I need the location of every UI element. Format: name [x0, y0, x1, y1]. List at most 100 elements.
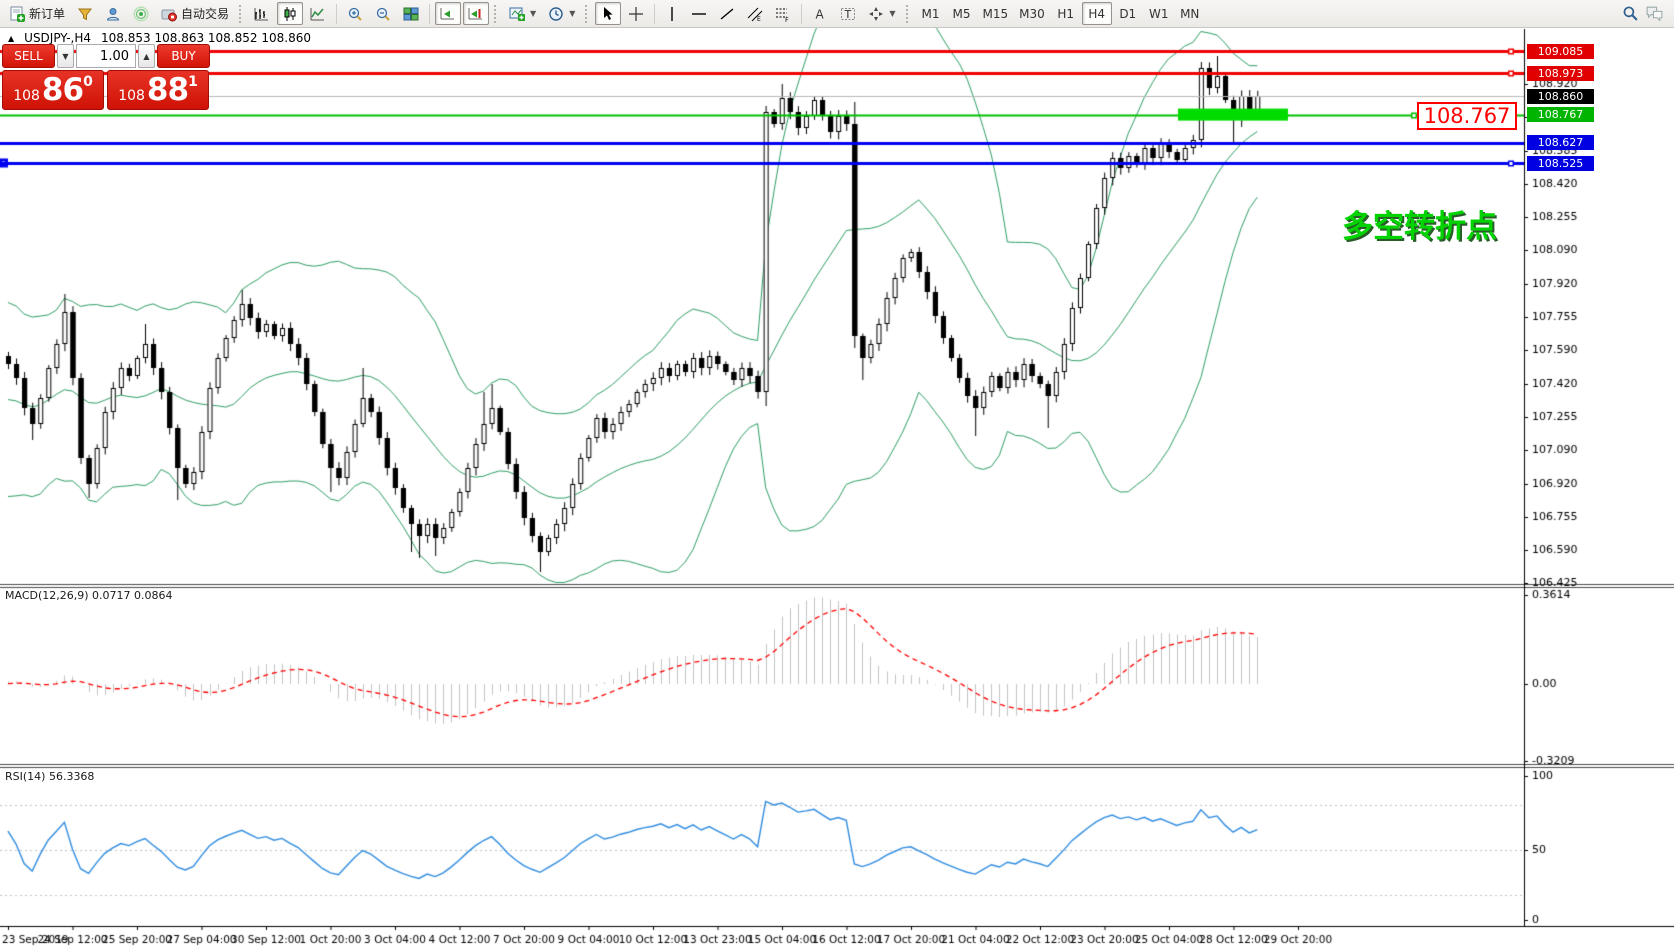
signal-button[interactable]	[128, 2, 154, 25]
channel-button[interactable]: E	[742, 2, 768, 25]
chevron-down-icon: ▼	[569, 9, 576, 18]
buy-price-prefix: 108	[118, 88, 145, 104]
price-badge-108.627: 108.627	[1527, 135, 1594, 151]
tile-windows-button[interactable]	[398, 2, 424, 25]
timeframe-button-h1[interactable]: H1	[1057, 6, 1075, 21]
volume-increase-button[interactable]: ▲	[138, 44, 155, 68]
ohlc-quotes-label: 108.853 108.863 108.852 108.860	[101, 31, 311, 45]
price-badge-109.085: 109.085	[1527, 43, 1594, 59]
chart-shift-icon	[468, 7, 483, 19]
toolbar-separator	[336, 3, 338, 24]
sell-price-prefix: 108	[13, 88, 40, 104]
symbol-period-label: USDJPY-,H4	[24, 31, 92, 45]
rsi-indicator-label: RSI(14) 56.3368	[5, 770, 95, 783]
fibonacci-button[interactable]: F	[770, 2, 796, 25]
line-chart-icon	[310, 7, 325, 20]
price-badge-108.973: 108.973	[1527, 65, 1594, 81]
toolbar-separator	[801, 3, 803, 24]
text-icon: A	[816, 7, 825, 21]
timeframe-button-m30[interactable]: M30	[1019, 6, 1045, 21]
toolbar-grip	[239, 4, 244, 23]
funnel-icon	[78, 8, 93, 20]
auto-scroll-icon	[440, 7, 455, 19]
main-toolbar: 新订单 自动交易	[0, 0, 1674, 28]
turning-point-note[interactable]: 多空转折点	[1342, 209, 1497, 245]
volume-decrease-button[interactable]: ▼	[57, 44, 74, 68]
new-chart-button[interactable]: ▼	[504, 2, 541, 25]
bar-chart-button[interactable]	[249, 2, 275, 25]
sell-price-sup: 0	[83, 74, 93, 90]
sell-button[interactable]: SELL	[2, 44, 55, 68]
bar-chart-icon	[254, 7, 269, 20]
timeframe-button-w1[interactable]: W1	[1149, 6, 1169, 21]
new-order-button[interactable]: 新订单	[4, 2, 70, 25]
zoom-in-button[interactable]	[342, 2, 368, 25]
timeframe-button-m5[interactable]: M5	[952, 6, 971, 21]
chevron-down-icon: ▼	[530, 9, 537, 18]
label-icon: T	[841, 7, 856, 21]
trendline-icon	[720, 7, 734, 20]
svg-text:F: F	[785, 16, 789, 22]
svg-text:T: T	[844, 8, 852, 21]
timeframe-button-m15[interactable]: M15	[982, 6, 1009, 21]
toolbar-grip	[905, 4, 911, 23]
timeframe-button-d1[interactable]: D1	[1119, 6, 1137, 21]
toolbar-separator	[429, 3, 431, 24]
buy-price-big: 88	[146, 72, 189, 108]
line-chart-button[interactable]	[305, 2, 331, 25]
tile-windows-icon	[403, 7, 419, 20]
search-icon[interactable]	[1622, 5, 1639, 22]
toolbar-grip	[494, 4, 499, 23]
arrows-button[interactable]: ▼	[863, 2, 900, 25]
cursor-button[interactable]	[595, 2, 622, 25]
hline-icon	[692, 12, 707, 15]
auto-trading-icon	[161, 9, 178, 21]
hline-button[interactable]	[686, 2, 712, 25]
funnel-button[interactable]	[72, 2, 98, 25]
price-badge-108.525: 108.525	[1527, 155, 1594, 171]
text-button[interactable]: A	[807, 2, 833, 25]
one-click-trading-panel: SELL ▼ ▲ BUY 108 86 0 108 88 1	[2, 44, 210, 110]
vline-icon	[671, 6, 674, 21]
chat-icon[interactable]	[1645, 5, 1664, 22]
volume-input[interactable]	[76, 44, 136, 68]
collapse-icon[interactable]: ▲	[8, 33, 15, 43]
vline-button[interactable]	[660, 2, 684, 25]
candle-chart-icon	[284, 6, 296, 21]
timeframe-button-m1[interactable]: M1	[921, 6, 940, 21]
new-chart-icon	[509, 7, 526, 21]
price-level-box[interactable]: 108.767	[1417, 102, 1517, 130]
sell-price-big: 86	[41, 72, 84, 108]
timeframe-button-h4[interactable]: H4	[1081, 2, 1112, 25]
buy-price-box[interactable]: 108 88 1	[107, 70, 209, 110]
zoom-in-icon	[348, 7, 362, 21]
sell-price-box[interactable]: 108 86 0	[2, 70, 104, 110]
chart-shift-button[interactable]	[463, 2, 490, 25]
chevron-down-icon: ▼	[889, 9, 896, 18]
period-button[interactable]: ▼	[543, 2, 580, 25]
zoom-out-button[interactable]	[370, 2, 396, 25]
price-badge-108.860: 108.860	[1527, 88, 1594, 104]
new-order-label: 新订单	[29, 7, 66, 21]
crosshair-button[interactable]	[623, 2, 649, 25]
auto-trading-button[interactable]: 自动交易	[156, 2, 234, 25]
buy-price-sup: 1	[188, 74, 198, 90]
auto-scroll-button[interactable]	[435, 2, 462, 25]
timeframe-button-mn[interactable]: MN	[1180, 6, 1200, 21]
auto-trading-label: 自动交易	[181, 7, 230, 21]
zoom-out-icon	[376, 7, 390, 21]
macd-indicator-label: MACD(12,26,9) 0.0717 0.0864	[5, 589, 173, 602]
signal-icon	[133, 5, 149, 22]
price-badge-108.767: 108.767	[1527, 107, 1594, 123]
trendline-button[interactable]	[714, 2, 740, 25]
buy-button[interactable]: BUY	[157, 44, 210, 68]
toolbar-separator	[654, 3, 656, 24]
candle-chart-button[interactable]	[277, 2, 304, 25]
svg-text:E: E	[757, 16, 761, 22]
cursor-icon	[604, 6, 613, 20]
svg-text:A: A	[816, 7, 825, 21]
market-watch-button[interactable]	[100, 2, 126, 25]
label-button[interactable]: T	[835, 2, 861, 25]
